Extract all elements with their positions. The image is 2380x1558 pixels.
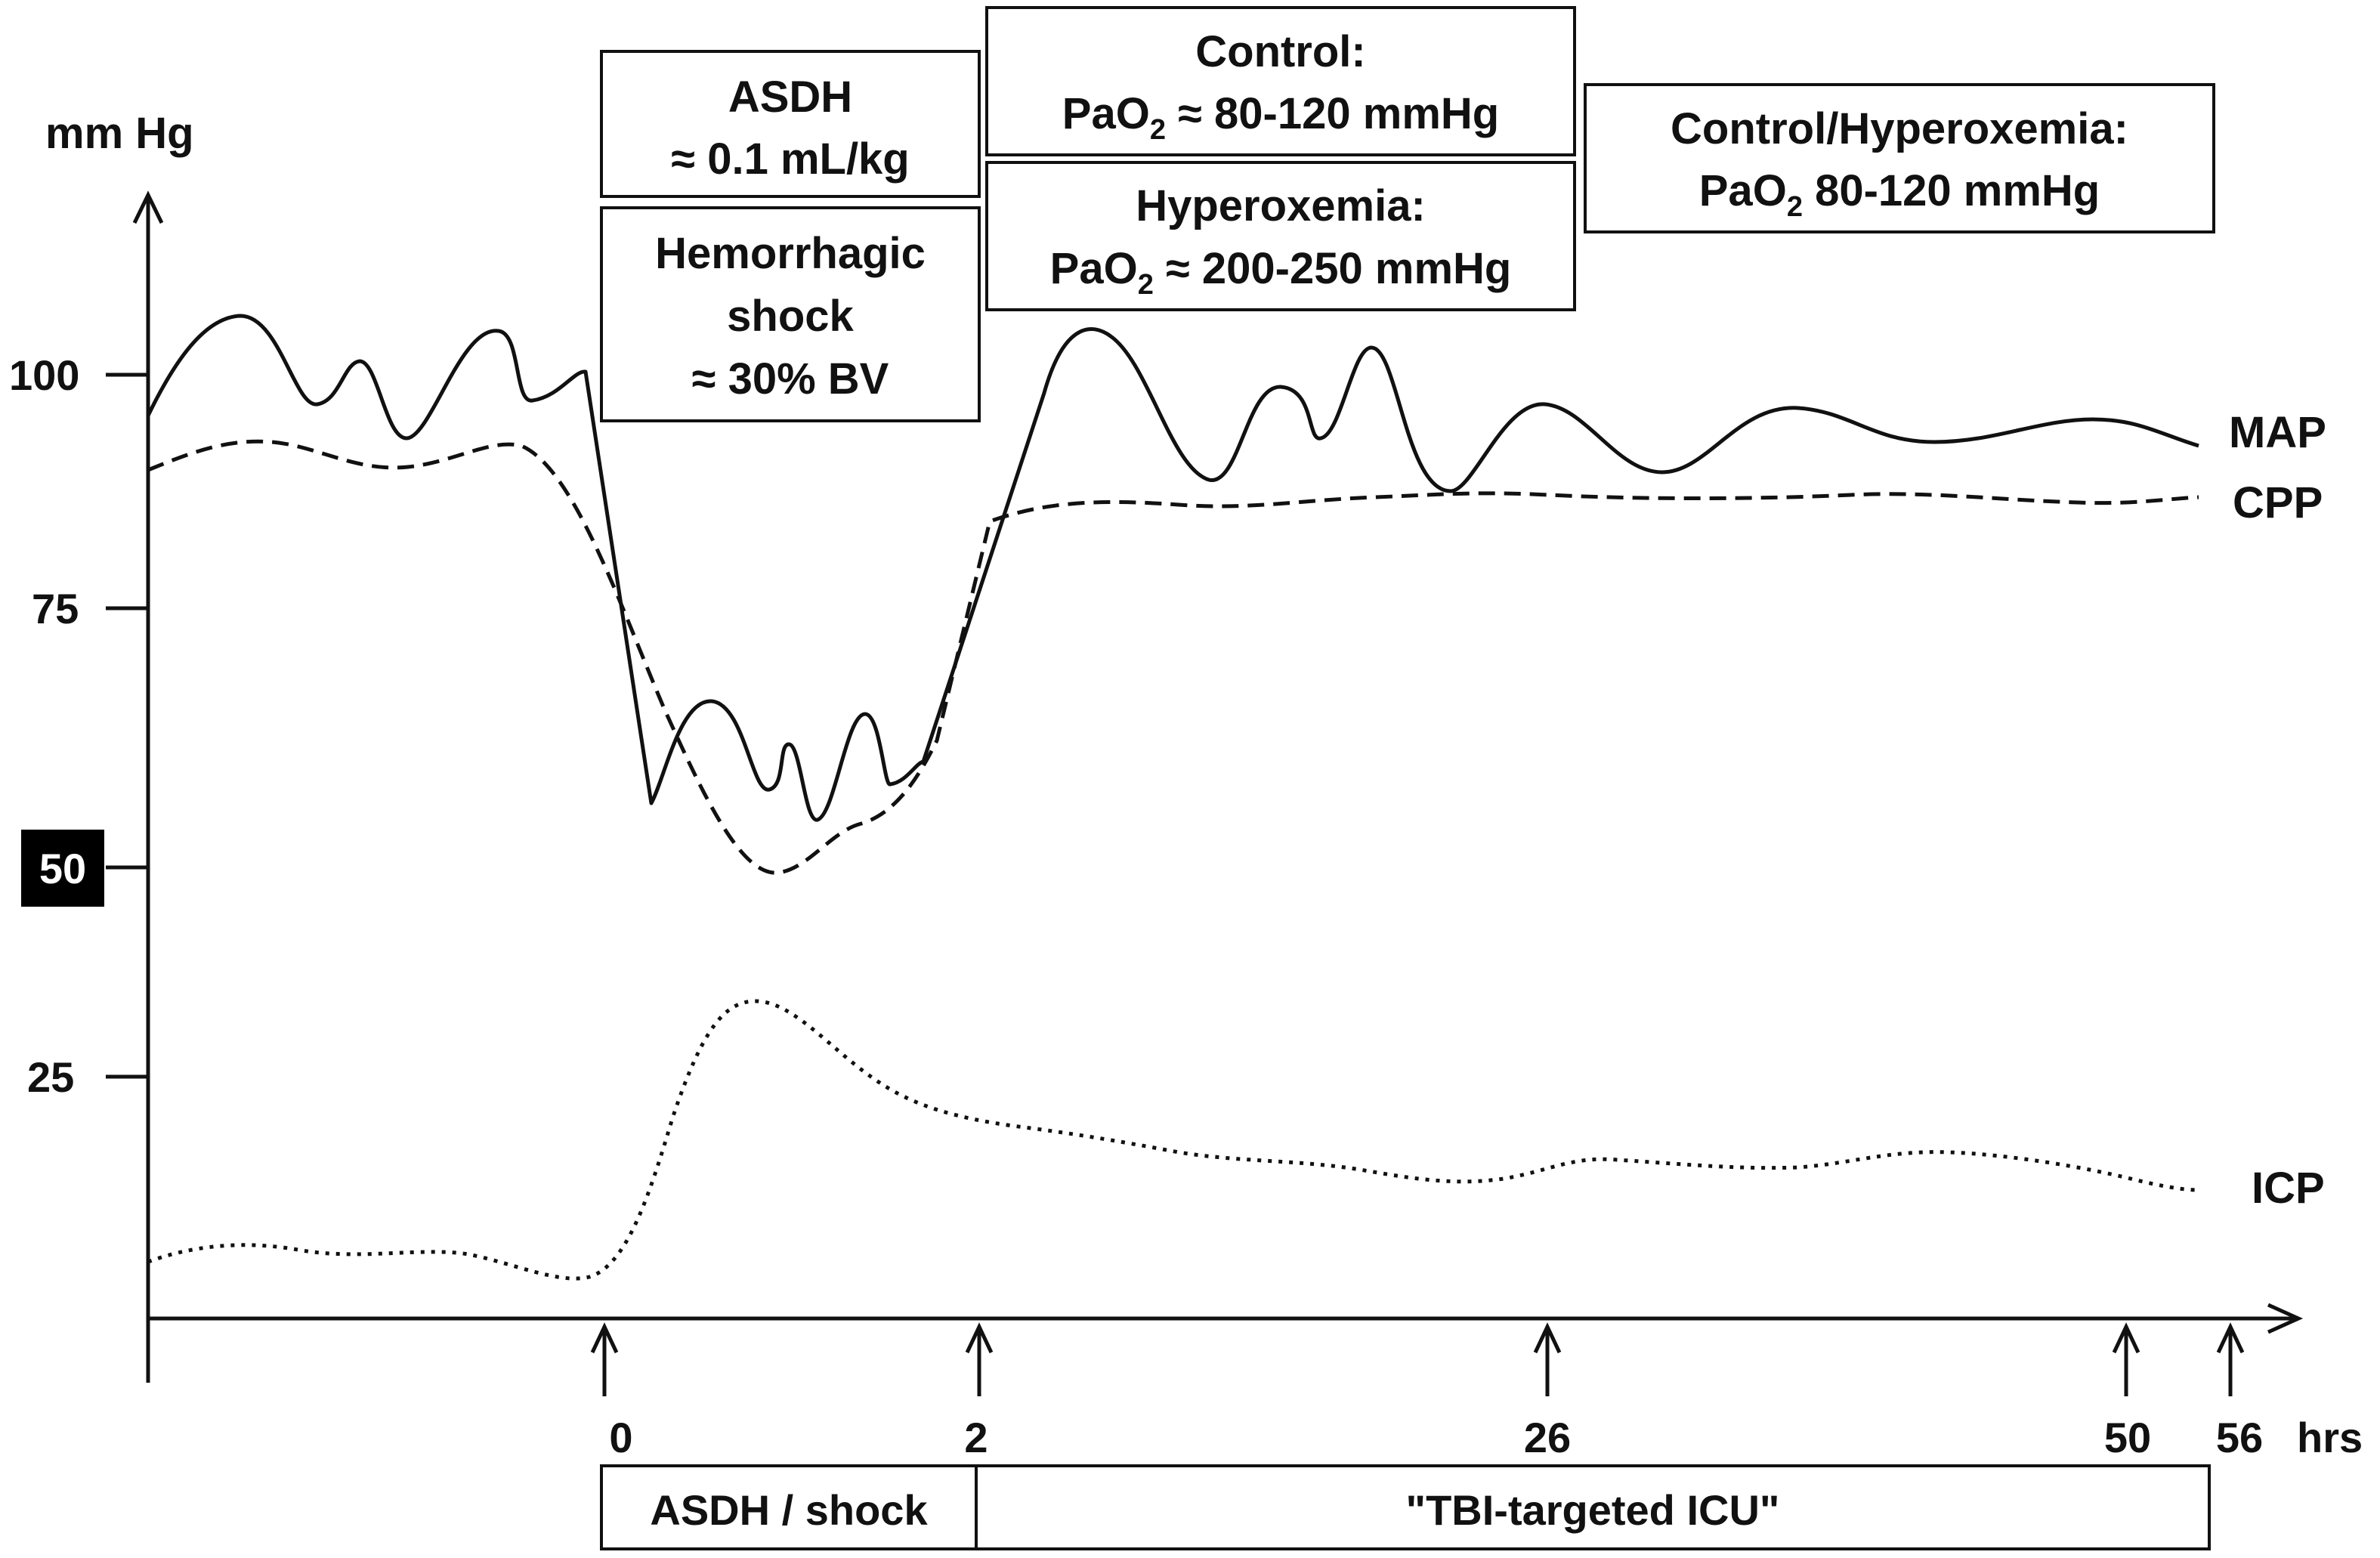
control-hyperoxemia-box-line2: PaO2 80-120 mmHg — [1699, 166, 2100, 223]
shock-box-line3: ≈ 30% BV — [692, 354, 889, 403]
y-tick-75: 75 — [32, 585, 148, 632]
shock-box-line1: Hemorrhagic — [655, 229, 926, 278]
y-tick-25: 25 — [27, 1053, 148, 1101]
y-tick-label-100: 100 — [9, 351, 79, 399]
y-axis — [132, 190, 164, 1383]
y-tick-label-50: 50 — [39, 845, 86, 892]
y-tick-50: 50 — [21, 830, 148, 907]
map-curve — [146, 314, 2199, 822]
asdh-box-line1: ASDH — [728, 73, 852, 122]
icp-curve — [147, 999, 2199, 1281]
hyperoxemia-box: Hyperoxemia: PaO2 ≈ 200-250 mmHg — [985, 161, 1576, 311]
x-marker-label-26: 26 — [1524, 1414, 1571, 1461]
icp-series-label: ICP — [2252, 1164, 2325, 1213]
cpp-curve — [147, 439, 2199, 875]
control-hyperoxemia-box-line1: Control/Hyperoxemia: — [1671, 104, 2128, 153]
control-box-line1: Control: — [1195, 27, 1366, 76]
y-tick-50-highlight — [21, 830, 104, 907]
y-tick-label-25: 25 — [27, 1053, 74, 1101]
shock-box: Hemorrhagic shock ≈ 30% BV — [600, 206, 981, 422]
x-marker-label-50: 50 — [2104, 1414, 2151, 1461]
x-marker-56: 56 — [2216, 1322, 2263, 1461]
control-box-line2: PaO2 ≈ 80-120 mmHg — [1062, 89, 1499, 146]
hyperoxemia-box-line1: Hyperoxemia: — [1136, 181, 1426, 230]
phase-icu: "TBI-targeted ICU" — [975, 1464, 2211, 1550]
x-marker-label-0: 0 — [609, 1414, 632, 1461]
x-axis-unit-label: hrs — [2297, 1414, 2363, 1461]
x-marker-0: 0 — [590, 1322, 633, 1461]
y-axis-unit-label: mm Hg — [45, 109, 194, 158]
x-marker-label-2: 2 — [964, 1414, 988, 1461]
x-marker-50: 50 — [2104, 1322, 2151, 1461]
phase-asdh-shock-label: ASDH / shock — [650, 1486, 928, 1534]
asdh-box: ASDH ≈ 0.1 mL/kg — [600, 50, 981, 198]
phase-icu-label: "TBI-targeted ICU" — [1406, 1486, 1780, 1534]
phase-asdh-shock: ASDH / shock — [600, 1464, 978, 1550]
x-marker-label-56: 56 — [2216, 1414, 2263, 1461]
hyperoxemia-box-line2: PaO2 ≈ 200-250 mmHg — [1050, 244, 1512, 301]
control-hyperoxemia-box: Control/Hyperoxemia: PaO2 80-120 mmHg — [1584, 83, 2215, 233]
x-marker-2: 2 — [964, 1322, 994, 1461]
x-axis — [148, 1303, 2304, 1334]
control-box: Control: PaO2 ≈ 80-120 mmHg — [985, 6, 1576, 156]
y-tick-label-75: 75 — [32, 585, 79, 632]
asdh-box-line2: ≈ 0.1 mL/kg — [671, 134, 910, 184]
shock-box-line2: shock — [727, 292, 854, 341]
y-tick-100: 100 — [9, 351, 148, 399]
cpp-series-label: CPP — [2233, 478, 2323, 527]
x-marker-26: 26 — [1524, 1322, 1571, 1461]
map-series-label: MAP — [2229, 408, 2326, 457]
